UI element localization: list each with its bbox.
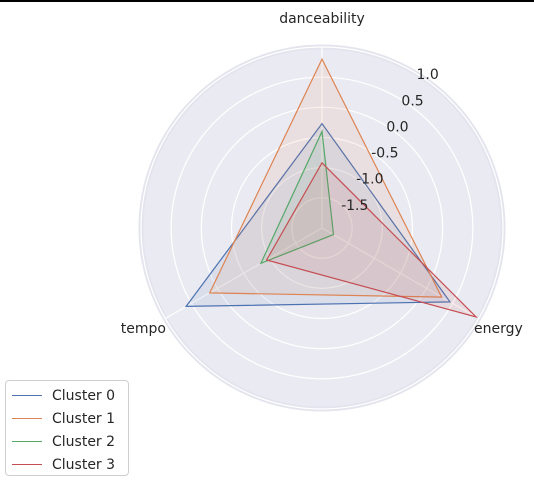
- radial-tick-label: 0.5: [401, 93, 423, 109]
- series-fill: [186, 123, 450, 307]
- axis-label-tempo: tempo: [121, 321, 166, 337]
- legend-swatch: [12, 441, 42, 442]
- series-fill: [209, 59, 442, 298]
- radial-tick-label: -1.5: [341, 198, 368, 214]
- grid-spoke: [164, 227, 323, 320]
- axis-label-energy: energy: [474, 321, 523, 337]
- radial-tick-label: -1.0: [356, 172, 383, 188]
- series-layer: [184, 57, 479, 319]
- series-line: [184, 122, 452, 308]
- label-layer: danceability energy tempo -1.5 -1.0 -0.5 0.0 0.…: [121, 11, 523, 337]
- series-line: [265, 161, 479, 319]
- legend-item-cluster-2: Cluster 2: [6, 430, 128, 453]
- legend-swatch: [12, 464, 42, 465]
- radial-tick-label: 0.0: [386, 119, 408, 135]
- grid-spoke: [321, 227, 480, 320]
- legend-item-cluster-0: Cluster 0: [6, 384, 128, 407]
- radial-tick-label: 1.0: [417, 67, 439, 83]
- series-fill: [260, 131, 334, 264]
- legend-label: Cluster 2: [52, 433, 116, 450]
- top-border: [0, 0, 534, 2]
- legend-item-cluster-1: Cluster 1: [6, 407, 128, 430]
- legend-swatch: [12, 395, 42, 396]
- legend-label: Cluster 1: [52, 410, 116, 427]
- legend-label: Cluster 3: [52, 456, 116, 473]
- legend-label: Cluster 0: [52, 387, 116, 404]
- axis-label-danceability: danceability: [279, 11, 365, 27]
- radar-grid: [140, 46, 504, 410]
- legend-swatch: [12, 418, 42, 419]
- series-fill: [266, 162, 477, 317]
- legend: Cluster 0 Cluster 1 Cluster 2 Cluster 3: [5, 380, 129, 476]
- series-line: [208, 57, 443, 298]
- series-line: [259, 129, 335, 265]
- radial-tick-label: -0.5: [371, 146, 398, 162]
- legend-item-cluster-3: Cluster 3: [6, 453, 128, 476]
